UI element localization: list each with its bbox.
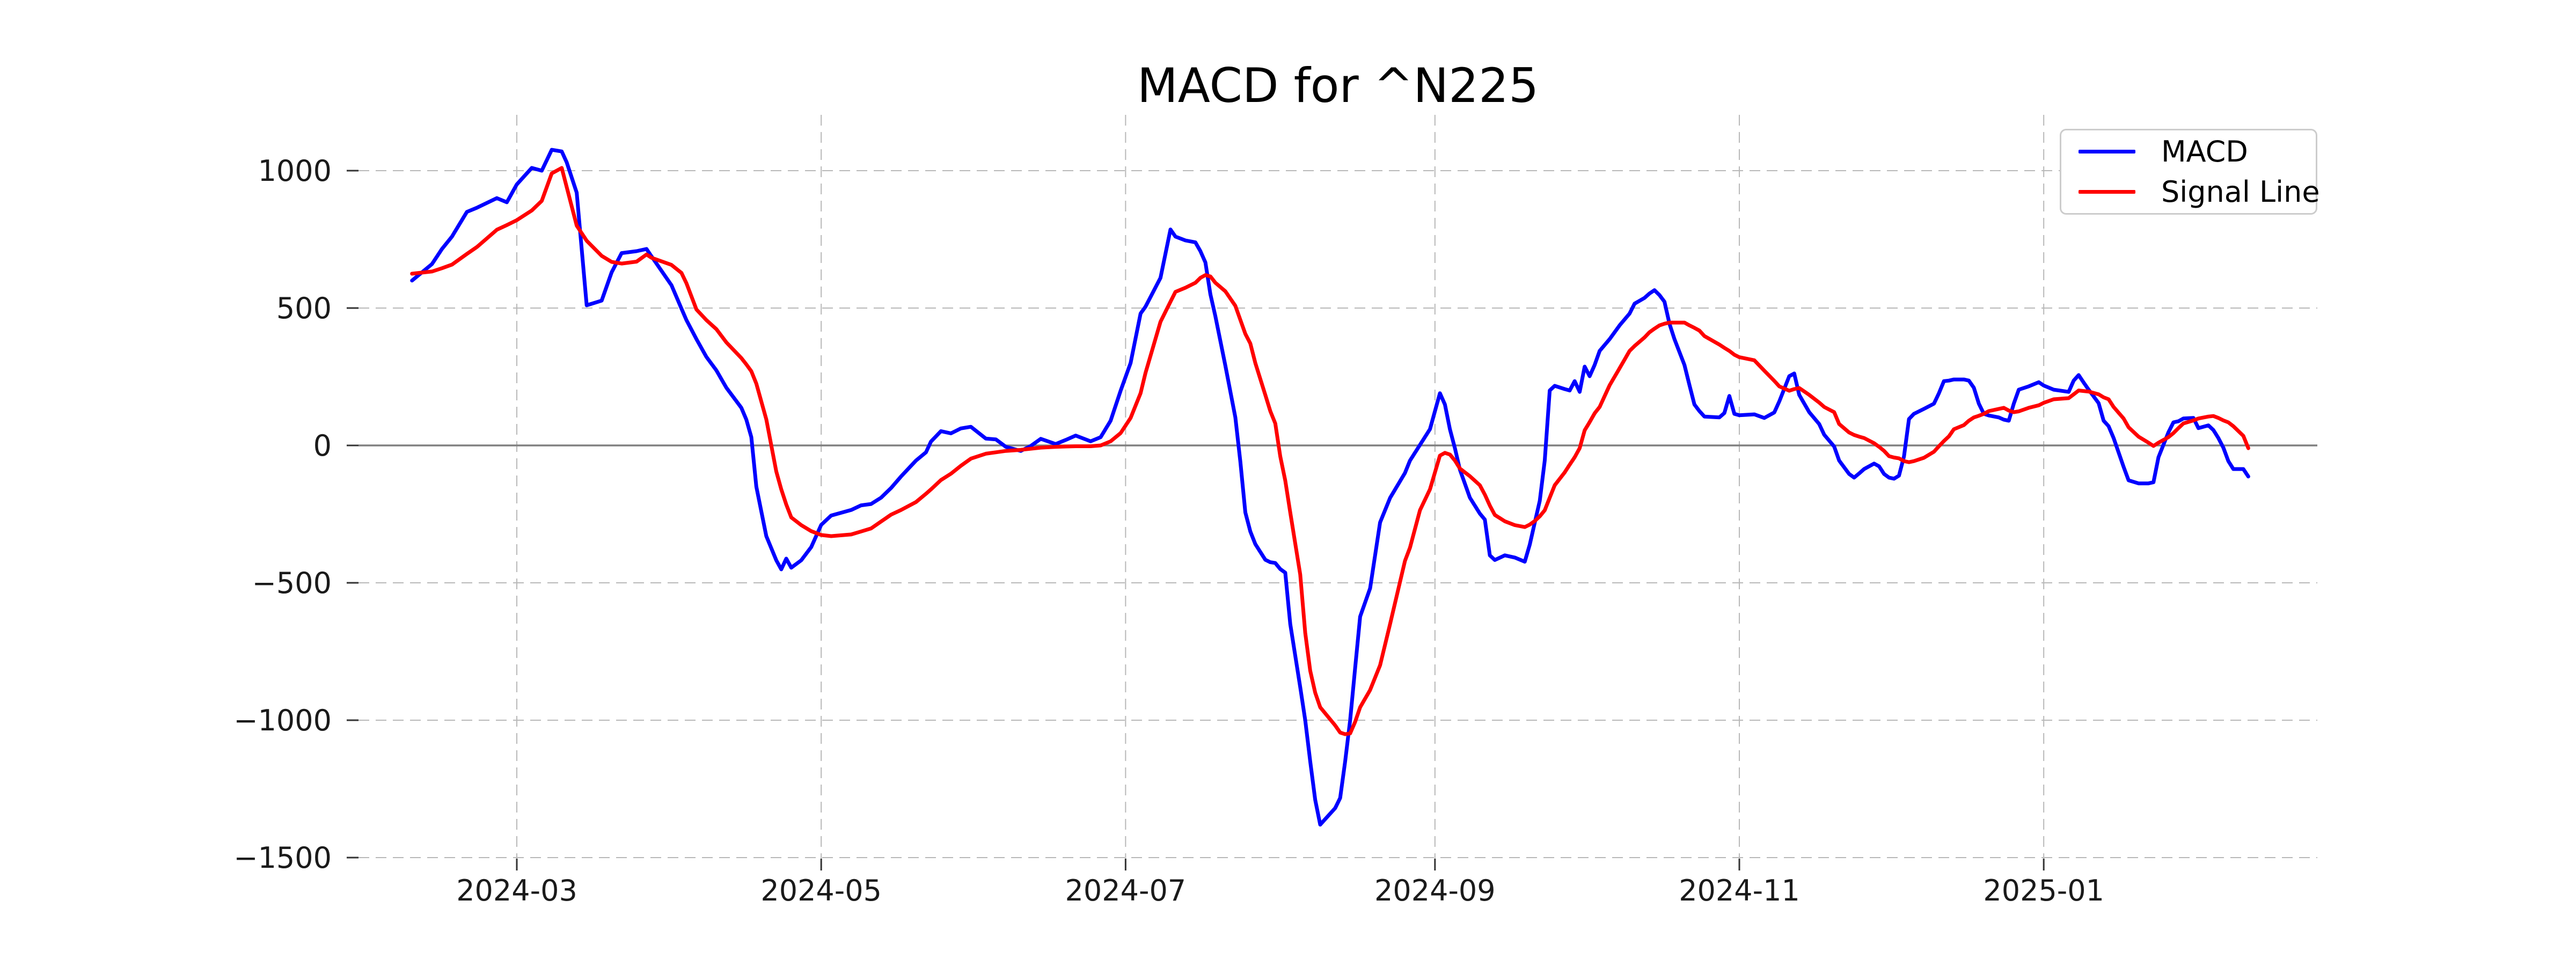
y-tick-label: 500 <box>276 291 332 325</box>
axis-tick-labels: 2024-03 2024-05 2024-07 2024-09 2024-11 2025-… <box>233 154 2104 908</box>
x-tick-label: 2024-07 <box>1065 874 1187 908</box>
x-tick-label: 2024-05 <box>760 874 882 908</box>
macd-line-swatch-icon <box>2079 150 2135 154</box>
signal-line-swatch-icon <box>2079 189 2135 194</box>
macd-line <box>410 148 2250 827</box>
legend-item-signal: Signal Line <box>2061 173 2320 210</box>
y-tick-label: −1500 <box>233 841 332 875</box>
legend-label-macd: MACD <box>2161 135 2248 169</box>
legend-label-signal: Signal Line <box>2161 174 2320 209</box>
y-tick-label: −500 <box>252 566 332 600</box>
axis-ticks <box>347 170 2045 870</box>
gridlines <box>358 115 2317 859</box>
legend: MACD Signal Line <box>2060 129 2320 215</box>
y-tick-label: −1000 <box>233 704 332 737</box>
x-tick-label: 2025-01 <box>1983 874 2104 908</box>
y-tick-label: 1000 <box>258 154 332 188</box>
y-tick-label: 0 <box>313 429 332 463</box>
legend-item-macd: MACD <box>2061 133 2316 171</box>
chart-title: MACD for ^N225 <box>1137 58 1539 113</box>
x-tick-label: 2024-09 <box>1374 874 1496 908</box>
x-tick-label: 2024-11 <box>1679 874 1800 908</box>
x-tick-label: 2024-03 <box>456 874 577 908</box>
signal-line <box>410 166 2250 736</box>
